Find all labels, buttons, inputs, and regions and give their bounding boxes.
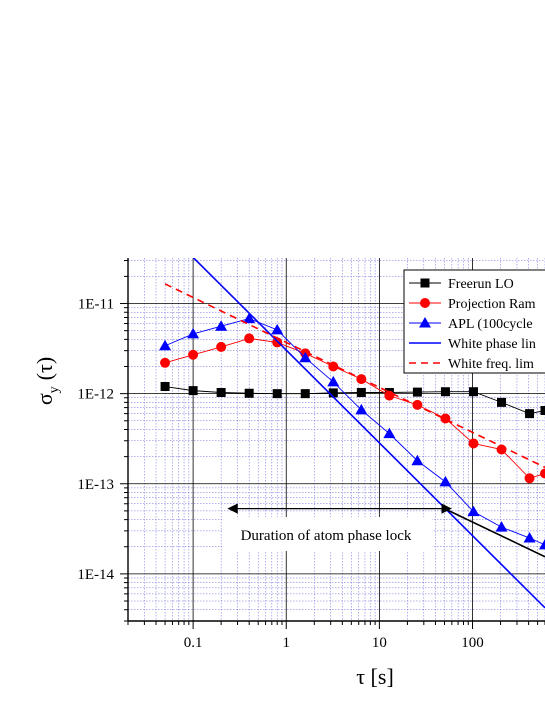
- data-point: [539, 538, 545, 550]
- data-point: [160, 357, 171, 368]
- data-point: [272, 337, 283, 348]
- legend-swatch-marker: [420, 298, 430, 308]
- x-axis-title: τ [s]: [356, 664, 394, 689]
- data-point: [300, 389, 310, 399]
- legend-swatch-marker: [419, 317, 431, 328]
- y-tick-label: 1E-11: [78, 297, 114, 313]
- svg-text:σy(τ): σy (τ): [32, 357, 62, 405]
- series-white-freq-lim: [164, 283, 545, 469]
- data-point: [244, 333, 255, 344]
- data-point: [468, 387, 478, 397]
- axes: 0.1 1 10 100 1E-11 1E-12 1E-13 1E-14: [77, 258, 545, 651]
- data-point: [412, 387, 422, 397]
- data-point: [439, 475, 452, 487]
- legend: Freerun LO Projection Ram APL (100cycle Whi…: [403, 269, 545, 374]
- data-point: [160, 382, 170, 392]
- data-point: [440, 413, 451, 424]
- legend-item: White phase lin: [409, 337, 536, 352]
- data-point: [355, 403, 368, 415]
- legend-label: White phase lin: [448, 337, 536, 352]
- series-layer: [159, 258, 545, 609]
- data-point: [524, 473, 535, 484]
- data-point: [411, 454, 424, 466]
- data-point: [272, 389, 282, 399]
- data-point: [328, 388, 338, 398]
- data-point: [159, 339, 172, 351]
- data-point: [216, 341, 227, 352]
- legend-label: APL (100cycle: [448, 317, 533, 332]
- data-point: [440, 387, 450, 397]
- data-point: [244, 388, 254, 398]
- legend-item: White freq. lim: [409, 357, 534, 372]
- y-tick-label: 1E-13: [77, 477, 114, 493]
- data-point: [495, 521, 508, 532]
- data-point: [271, 323, 284, 335]
- legend-item: Projection Ram: [409, 297, 536, 312]
- annotation-background: [222, 517, 432, 551]
- series-line: [192, 258, 545, 609]
- series-apl-100cycle: [159, 312, 545, 550]
- legend-item: APL (100cycle: [409, 317, 533, 332]
- annotations: Duration of atom phase lock: [222, 503, 452, 551]
- legend-label: Projection Ram: [448, 297, 536, 312]
- x-tick-label: 0.1: [184, 635, 203, 651]
- data-point: [540, 406, 545, 416]
- data-point: [188, 386, 198, 396]
- data-point: [356, 387, 366, 397]
- series-white-phase-lin: [192, 258, 545, 609]
- data-point: [215, 320, 228, 331]
- legend-label: Freerun LO: [448, 277, 514, 292]
- data-point: [299, 351, 312, 363]
- data-point: [188, 349, 199, 360]
- data-point: [383, 427, 396, 439]
- data-point: [523, 532, 536, 543]
- data-point: [216, 387, 226, 397]
- x-tick-label: 1: [282, 635, 290, 651]
- data-point: [497, 397, 507, 407]
- annotation-duration-label: Duration of atom phase lock: [241, 528, 412, 544]
- y-tick-label: 1E-14: [77, 567, 114, 583]
- y-tick-label: 1E-12: [77, 387, 114, 403]
- data-point: [187, 327, 200, 339]
- series-freerun-lo: [160, 382, 545, 419]
- series-line: [444, 507, 545, 558]
- y-axis-title-symbol: σ: [32, 393, 57, 405]
- y-axis-title-subscript: y: [47, 386, 62, 393]
- series-black-limit-line: [444, 507, 545, 558]
- data-point: [243, 312, 256, 324]
- legend-swatch-marker: [420, 278, 430, 288]
- y-axis-title: σy (τ): [32, 357, 62, 405]
- legend-label: White freq. lim: [448, 357, 534, 372]
- data-point: [525, 409, 535, 419]
- y-axis-title-argument: (τ): [32, 357, 57, 381]
- data-point: [467, 505, 480, 517]
- series-line: [164, 283, 545, 469]
- data-point: [468, 438, 479, 449]
- x-tick-label: 100: [461, 635, 484, 651]
- x-tick-label: 10: [372, 635, 387, 651]
- data-point: [384, 390, 395, 401]
- legend-item: Freerun LO: [409, 277, 514, 292]
- data-point: [540, 468, 545, 479]
- data-point: [327, 375, 340, 387]
